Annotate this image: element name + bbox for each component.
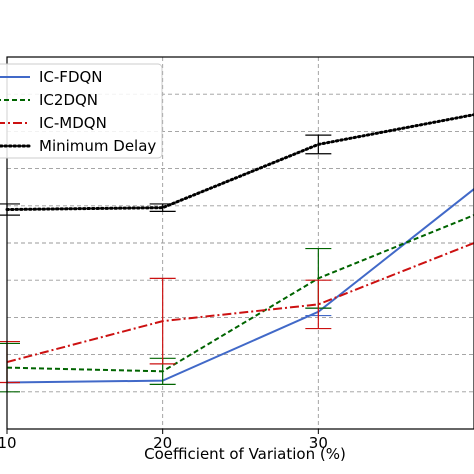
series-line-1 — [6, 214, 474, 373]
series-line-3 — [5, 113, 474, 212]
errorbar-layer — [0, 134, 332, 393]
error-bar — [149, 277, 176, 365]
legend-label: Minimum Delay — [39, 137, 156, 155]
series-line-0 — [6, 188, 474, 384]
error-bar — [305, 279, 332, 330]
x-axis-label: Coefficient of Variation (%) — [144, 445, 346, 463]
x-tick-label: 10 — [0, 434, 17, 452]
series-line-2 — [6, 242, 474, 364]
legend-box — [0, 63, 163, 159]
error-bar — [305, 134, 332, 155]
error-bar — [149, 203, 176, 212]
legend-label: IC-MDQN — [39, 114, 107, 132]
legend-label: IC2DQN — [39, 91, 98, 109]
x-tick-label: 30 — [309, 434, 328, 452]
legend-label: IC-FDQN — [39, 68, 103, 86]
legend: IC-FDQN IC2DQN IC-MDQN Minimum Delay — [0, 63, 163, 159]
plot-frame — [6, 56, 474, 430]
x-tick-label: 20 — [153, 434, 172, 452]
x-ticks: 10 20 30 — [0, 429, 328, 452]
